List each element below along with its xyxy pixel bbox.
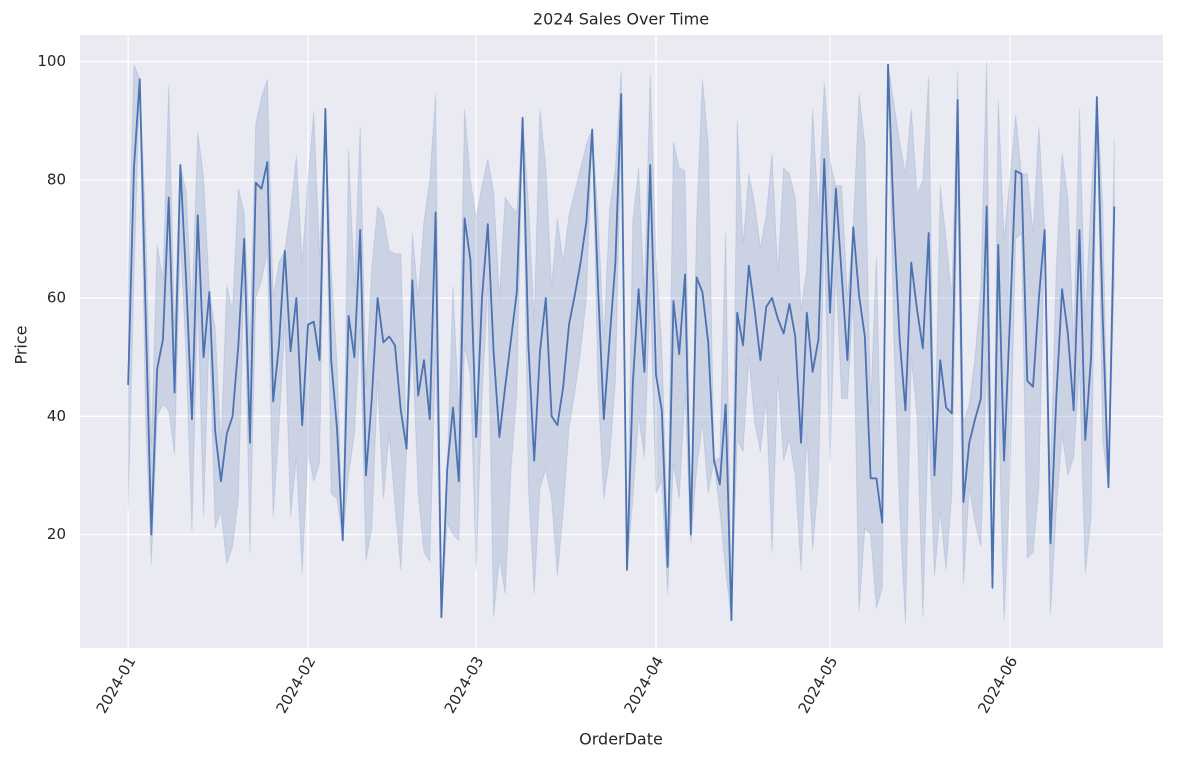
x-tick-label: 2024-03 [441, 653, 488, 716]
chart-title: 2024 Sales Over Time [533, 10, 709, 29]
line [127, 63, 1116, 622]
marks [127, 61, 1116, 624]
x-tick-label: 2024-01 [93, 653, 140, 716]
y-tick-label: 60 [47, 289, 66, 307]
y-tick-label: 80 [47, 170, 66, 188]
y-tick-label: 20 [47, 525, 66, 543]
y-axis-label: Price [12, 325, 31, 364]
x-tick-label: 2024-04 [620, 653, 667, 716]
x-tick-label: 2024-06 [974, 653, 1021, 716]
y-tick-label: 40 [47, 407, 66, 425]
x-tick-label: 2024-05 [794, 653, 841, 716]
x-tick-label: 2024-02 [272, 653, 319, 716]
x-axis-label: OrderDate [579, 730, 663, 749]
y-tick-label: 100 [37, 52, 66, 70]
confidence-band [127, 61, 1115, 624]
